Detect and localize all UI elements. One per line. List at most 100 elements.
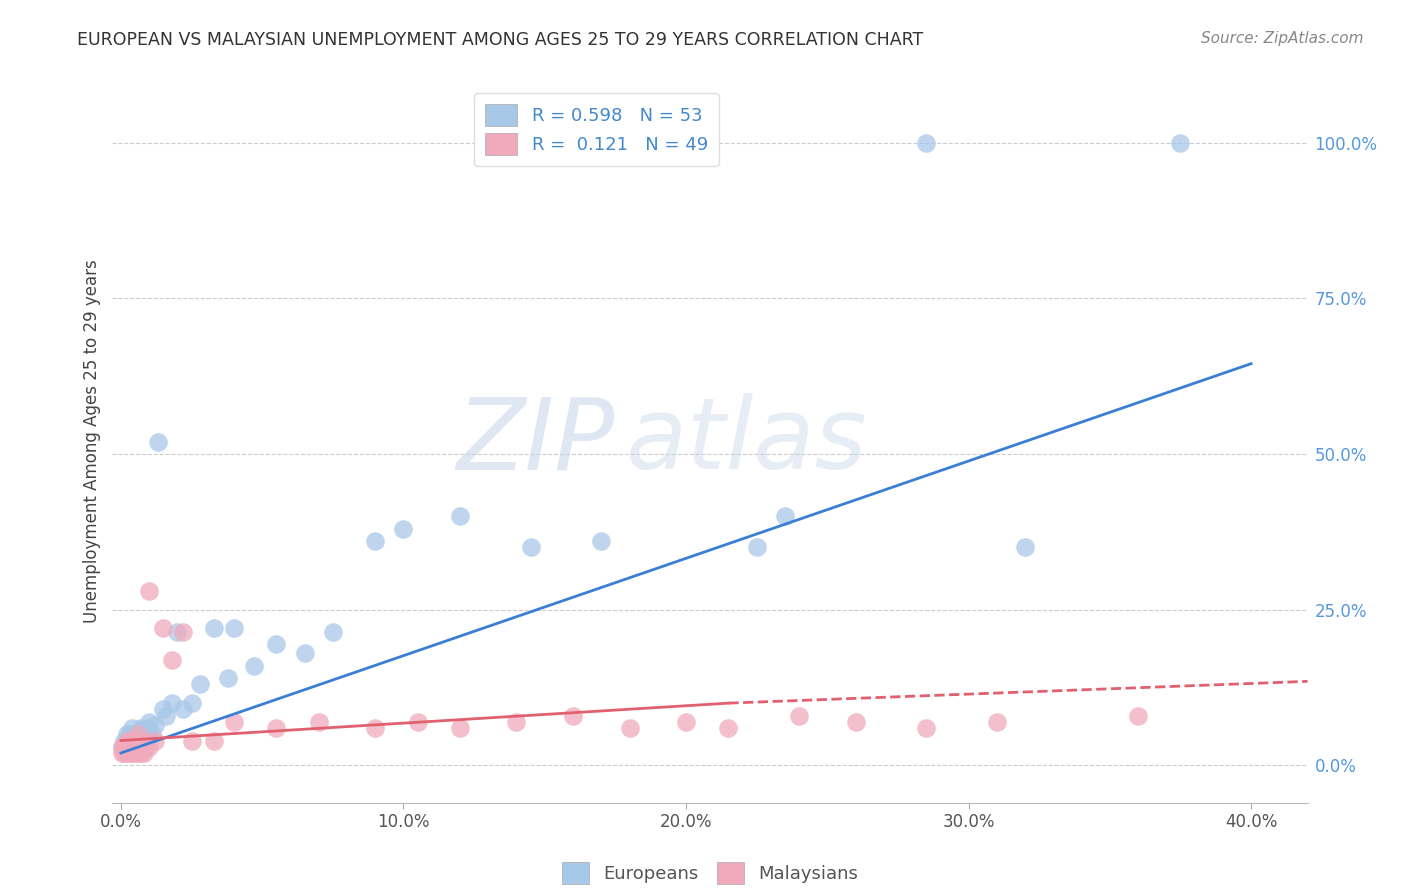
Point	[121, 721, 143, 735]
Point	[118, 733, 141, 747]
Point	[127, 739, 149, 754]
Point	[115, 733, 138, 747]
Point	[152, 702, 174, 716]
Point	[121, 739, 143, 754]
Point	[115, 727, 138, 741]
Point	[364, 721, 387, 735]
Point	[124, 739, 146, 754]
Point	[844, 714, 866, 729]
Point	[146, 434, 169, 449]
Point	[112, 739, 135, 754]
Point	[160, 652, 183, 666]
Point	[266, 721, 288, 735]
Point	[143, 718, 166, 732]
Point	[180, 733, 202, 747]
Point	[1014, 541, 1036, 555]
Point	[127, 746, 149, 760]
Point	[1126, 708, 1149, 723]
Point	[118, 733, 141, 747]
Point	[115, 739, 138, 754]
Point	[132, 733, 155, 747]
Point	[135, 721, 157, 735]
Point	[505, 714, 527, 729]
Point	[160, 696, 183, 710]
Point	[591, 534, 613, 549]
Point	[132, 727, 155, 741]
Point	[114, 739, 136, 754]
Point	[127, 727, 149, 741]
Point	[773, 509, 796, 524]
Point	[111, 746, 134, 760]
Point	[124, 733, 146, 747]
Point	[152, 621, 174, 635]
Point	[118, 727, 141, 741]
Point	[129, 727, 152, 741]
Point	[135, 733, 157, 747]
Point	[118, 739, 141, 754]
Point	[112, 733, 135, 747]
Point	[138, 739, 160, 754]
Point	[143, 733, 166, 747]
Point	[114, 739, 136, 754]
Point	[787, 708, 810, 723]
Point	[121, 746, 143, 760]
Point	[562, 708, 585, 723]
Text: Source: ZipAtlas.com: Source: ZipAtlas.com	[1201, 31, 1364, 46]
Point	[129, 746, 152, 760]
Point	[266, 637, 288, 651]
Text: ZIP: ZIP	[456, 393, 614, 490]
Point	[172, 624, 194, 639]
Point	[242, 658, 264, 673]
Point	[155, 708, 177, 723]
Point	[112, 746, 135, 760]
Point	[986, 714, 1008, 729]
Point	[138, 727, 160, 741]
Point	[222, 714, 245, 729]
Point	[121, 739, 143, 754]
Point	[1170, 136, 1192, 150]
Point	[915, 721, 938, 735]
Point	[619, 721, 641, 735]
Point	[118, 746, 141, 760]
Text: atlas: atlas	[627, 393, 868, 490]
Point	[124, 733, 146, 747]
Point	[172, 702, 194, 716]
Point	[188, 677, 211, 691]
Point	[124, 727, 146, 741]
Point	[915, 136, 938, 150]
Point	[222, 621, 245, 635]
Point	[308, 714, 330, 729]
Point	[132, 733, 155, 747]
Point	[111, 739, 134, 754]
Point	[519, 541, 541, 555]
Point	[127, 739, 149, 754]
Point	[115, 733, 138, 747]
Point	[124, 746, 146, 760]
Point	[129, 721, 152, 735]
Point	[129, 739, 152, 754]
Point	[406, 714, 429, 729]
Point	[294, 646, 316, 660]
Point	[138, 584, 160, 599]
Point	[138, 714, 160, 729]
Point	[111, 739, 134, 754]
Point	[166, 624, 188, 639]
Point	[675, 714, 697, 729]
Point	[115, 746, 138, 760]
Point	[118, 739, 141, 754]
Point	[127, 727, 149, 741]
Point	[364, 534, 387, 549]
Point	[121, 733, 143, 747]
Point	[121, 733, 143, 747]
Point	[217, 671, 239, 685]
Point	[675, 136, 697, 150]
Point	[449, 509, 471, 524]
Point	[129, 733, 152, 747]
Point	[127, 733, 149, 747]
Point	[745, 541, 768, 555]
Point	[135, 739, 157, 754]
Point	[717, 721, 740, 735]
Point	[141, 727, 163, 741]
Point	[132, 746, 155, 760]
Point	[392, 522, 415, 536]
